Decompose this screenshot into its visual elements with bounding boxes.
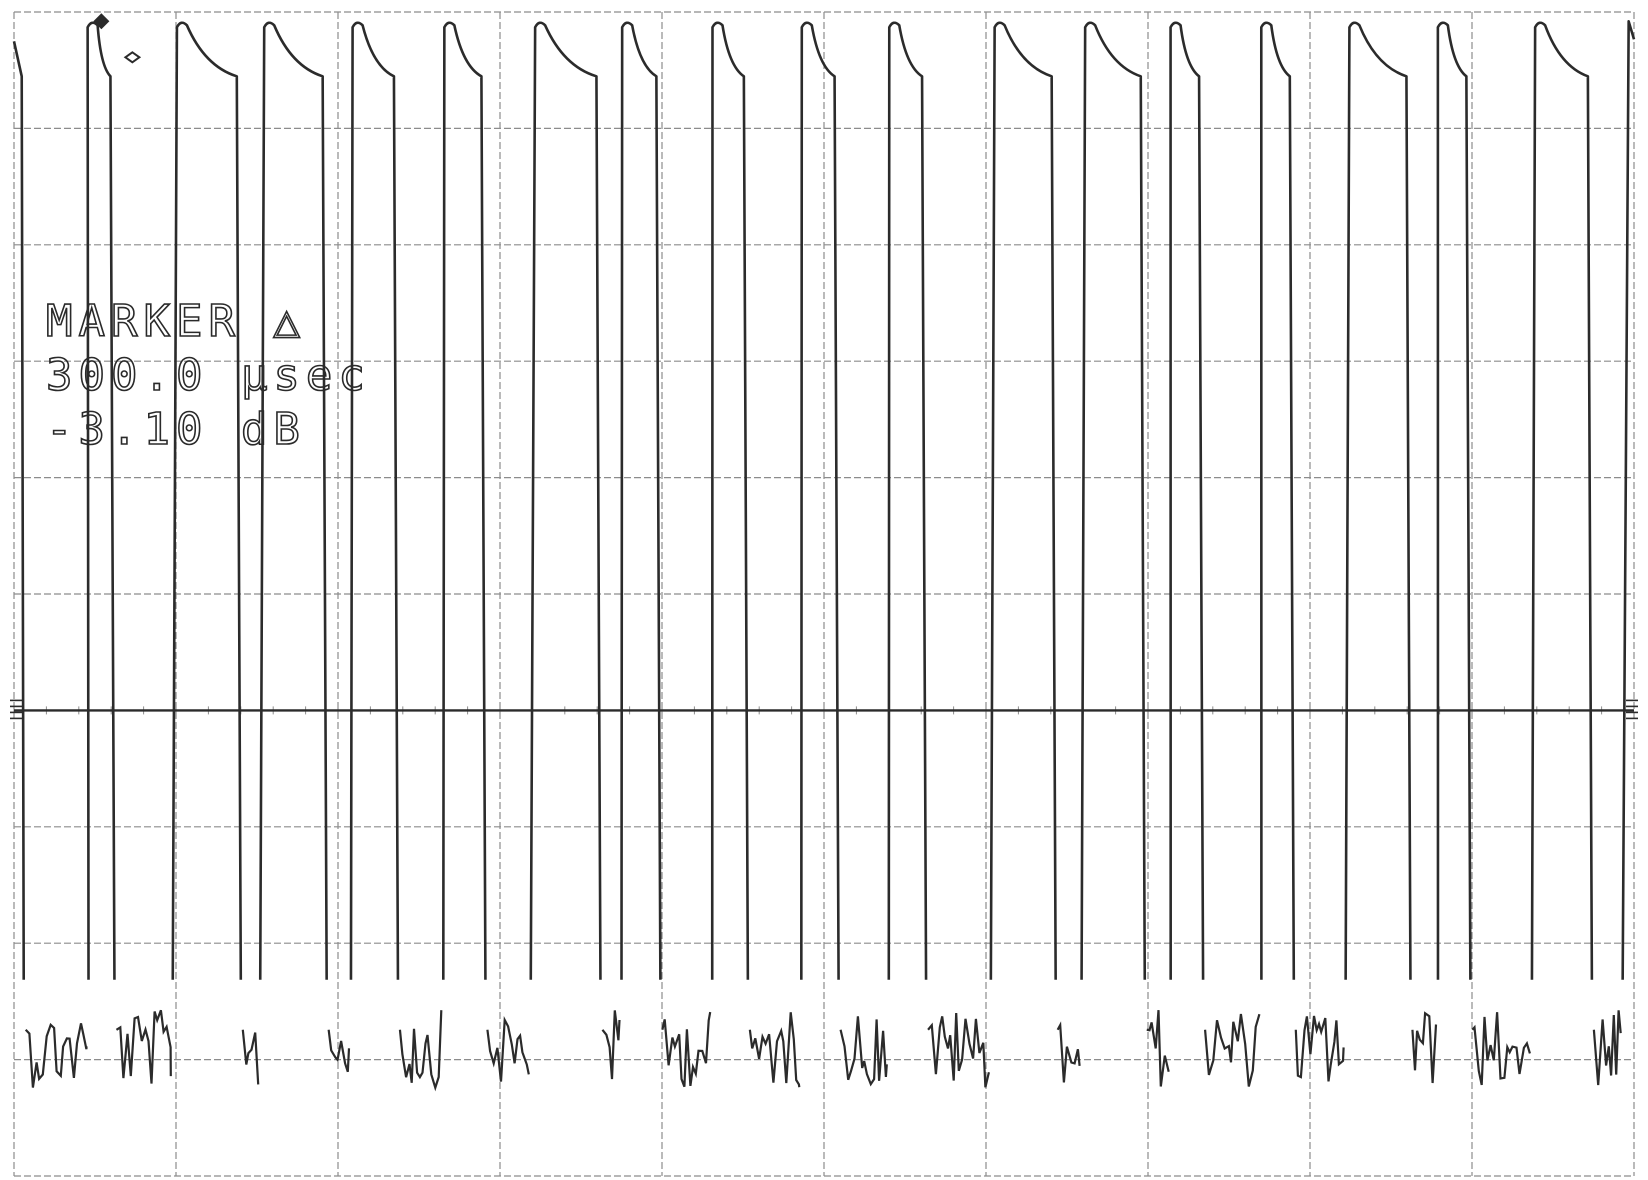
noise-floor — [24, 1009, 1622, 1092]
marker-level-readout: -3.10 dB — [46, 404, 306, 455]
noise-burst — [1592, 1010, 1622, 1086]
reference-level-ticks — [10, 699, 1638, 720]
noise-burst — [327, 1029, 351, 1073]
marker-time-readout: 300.0 µsec — [46, 350, 371, 401]
marker-label: MARKER △ — [46, 296, 306, 347]
noise-burst — [1146, 1010, 1170, 1087]
signal-trace — [12, 20, 1636, 980]
delta-marker — [93, 13, 142, 64]
noise-burst — [927, 1012, 990, 1088]
noise-burst — [601, 1010, 621, 1080]
noise-burst — [1471, 1012, 1531, 1086]
marker-delta-diamond — [123, 51, 142, 64]
noise-burst — [115, 1009, 172, 1084]
noise-burst — [1294, 1015, 1345, 1082]
noise-burst — [661, 1011, 712, 1088]
noise-burst — [839, 1016, 888, 1087]
noise-burst — [398, 1010, 443, 1092]
noise-burst — [24, 1022, 88, 1088]
graticule — [13, 11, 1635, 1177]
noise-burst — [486, 1016, 530, 1082]
noise-burst — [1203, 1013, 1261, 1087]
noise-burst — [241, 1029, 260, 1085]
noise-burst — [1411, 1011, 1438, 1084]
marker-reference-diamond — [93, 13, 110, 30]
noise-burst — [748, 1012, 801, 1088]
noise-burst — [1056, 1021, 1081, 1083]
